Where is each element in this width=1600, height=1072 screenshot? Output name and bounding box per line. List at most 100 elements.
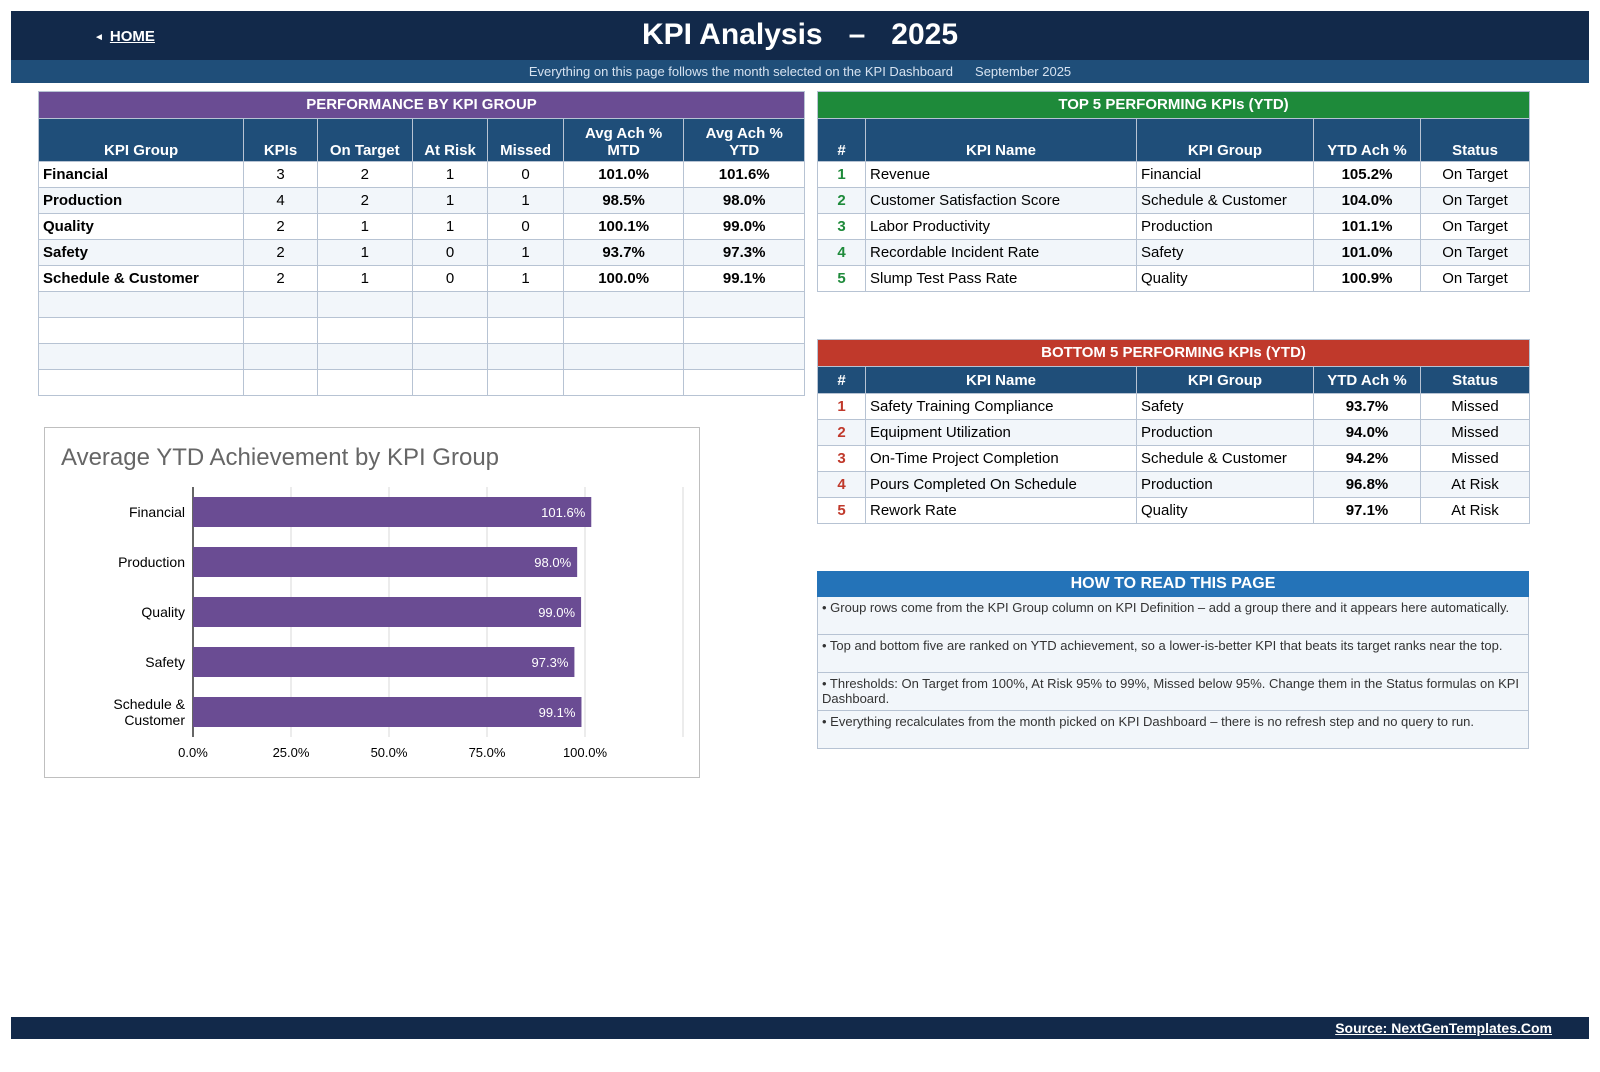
- footer-bar: [11, 1017, 1589, 1039]
- table-cell: 100.0%: [562, 265, 685, 292]
- table-cell: On Target: [1419, 187, 1531, 214]
- table-cell: [243, 343, 318, 370]
- table-cell: [562, 343, 685, 370]
- table-cell: Safety: [1136, 239, 1314, 266]
- table-cell: 0: [411, 265, 489, 292]
- column-header: YTD Ach %: [1313, 366, 1421, 394]
- page-title: KPI Analysis –2025: [0, 18, 1600, 52]
- x-tick-label: 25.0%: [273, 745, 310, 760]
- table-cell: Slump Test Pass Rate: [865, 265, 1137, 292]
- table-cell: 93.7%: [562, 239, 685, 266]
- table-cell: 4: [243, 187, 318, 214]
- bar: [193, 597, 582, 627]
- column-header: #: [817, 366, 866, 394]
- home-link[interactable]: ◄ HOME: [94, 28, 155, 45]
- table-cell: Schedule & Customer: [1136, 187, 1314, 214]
- table-cell: Equipment Utilization: [865, 419, 1137, 446]
- table-cell: [487, 317, 564, 344]
- column-header: Missed: [487, 118, 564, 162]
- how-to-read-banner: HOW TO READ THIS PAGE: [817, 571, 1529, 597]
- column-header: Status: [1419, 366, 1531, 394]
- column-header-text: Missed: [500, 142, 552, 159]
- column-header: Avg Ach % MTD: [562, 118, 685, 162]
- table-cell: 101.0%: [562, 161, 685, 188]
- bar: [193, 497, 592, 527]
- performance-banner: PERFORMANCE BY KPI GROUP: [38, 91, 805, 119]
- chart-title: Average YTD Achievement by KPI Group: [61, 444, 500, 471]
- table-cell: 2: [243, 265, 318, 292]
- table-cell: 2: [243, 239, 318, 266]
- table-cell: 0: [487, 213, 564, 240]
- table-cell: [683, 291, 805, 318]
- table-cell: Rework Rate: [865, 497, 1137, 524]
- table-cell: 1: [487, 265, 564, 292]
- home-label: HOME: [109, 28, 155, 45]
- note-item: • Top and bottom five are ranked on YTD …: [817, 635, 1529, 673]
- note-item: • Group rows come from the KPI Group col…: [817, 597, 1529, 635]
- table-cell: Financial: [1136, 161, 1314, 188]
- table-cell: 0: [411, 239, 489, 266]
- subtitle-text: Everything on this page follows the mont…: [528, 64, 954, 79]
- performance-table: PERFORMANCE BY KPI GROUP KPI Group KPIs On…: [37, 91, 805, 396]
- header-bar: [11, 11, 1589, 60]
- category-label: Customer: [124, 712, 185, 728]
- table-cell: [37, 291, 245, 318]
- bottom5-banner: BOTTOM 5 PERFORMING KPIs (YTD): [816, 339, 1531, 367]
- top5-banner: TOP 5 PERFORMING KPIs (YTD): [816, 91, 1531, 119]
- table-cell: [316, 369, 413, 396]
- table-row: 2 Customer Satisfaction Score Schedule & C…: [817, 187, 1531, 214]
- table-cell: 99.0%: [683, 213, 805, 240]
- table-cell: [562, 291, 685, 318]
- column-header-text: YTD: [729, 142, 760, 159]
- table-cell: [411, 343, 489, 370]
- table-row: 3 Labor Productivity Production 101.1% On Ta…: [817, 213, 1531, 240]
- category-label: Safety: [145, 654, 185, 670]
- table-cell: On-Time Project Completion: [865, 445, 1137, 472]
- table-cell: [411, 317, 489, 344]
- table-row: 4 Pours Completed On Schedule Production 96…: [817, 471, 1531, 498]
- table-cell: Quality: [1136, 265, 1314, 292]
- table-row: [37, 291, 805, 318]
- table-cell: On Target: [1419, 239, 1531, 266]
- column-header: On Target: [316, 118, 413, 162]
- table-cell: Recordable Incident Rate: [865, 239, 1137, 266]
- table-cell: 1: [316, 213, 413, 240]
- column-header-text: On Target: [329, 142, 400, 159]
- table-row: 1 Revenue Financial 105.2% On Target: [817, 161, 1531, 188]
- table-cell: 96.8%: [1313, 471, 1421, 498]
- table-cell: Revenue: [865, 161, 1137, 188]
- table-cell: On Target: [1419, 161, 1531, 188]
- table-row: Safety 2 1 0 1 93.7% 97.3%: [37, 239, 805, 266]
- bar-value-label: 101.6%: [541, 505, 586, 520]
- table-cell: [243, 291, 318, 318]
- table-row: 1 Safety Training Compliance Safety 93.7% Mi…: [817, 393, 1531, 420]
- table-cell: 98.0%: [683, 187, 805, 214]
- table-cell: 3: [243, 161, 318, 188]
- subtitle: Everything on this page follows the mont…: [0, 64, 1600, 79]
- table-cell: 1: [817, 161, 866, 188]
- table-cell: Pours Completed On Schedule: [865, 471, 1137, 498]
- column-header-text: At Risk: [424, 142, 476, 159]
- bar: [193, 547, 578, 577]
- table-cell: 1: [817, 393, 866, 420]
- title-main: KPI Analysis: [641, 18, 823, 51]
- table-cell: [411, 291, 489, 318]
- table-cell: [487, 343, 564, 370]
- source-link[interactable]: Source: NextGenTemplates.Com: [1335, 1020, 1552, 1036]
- category-label: Financial: [129, 504, 185, 520]
- table-cell: [487, 369, 564, 396]
- bar-value-label: 99.1%: [539, 705, 576, 720]
- table-cell: 1: [487, 239, 564, 266]
- table-cell: [37, 369, 245, 396]
- table-cell: 94.0%: [1313, 419, 1421, 446]
- table-cell: Quality: [1136, 497, 1314, 524]
- title-separator: –: [848, 18, 866, 51]
- table-cell: 93.7%: [1313, 393, 1421, 420]
- table-row: 5 Slump Test Pass Rate Quality 100.9% On Tar…: [817, 265, 1531, 292]
- top5-table: TOP 5 PERFORMING KPIs (YTD) # KPI Name KPI…: [816, 91, 1531, 292]
- table-cell: At Risk: [1419, 471, 1531, 498]
- column-header: At Risk: [411, 118, 489, 162]
- table-cell: 1: [411, 213, 489, 240]
- title-year: 2025: [891, 18, 959, 51]
- table-cell: Financial: [37, 161, 245, 188]
